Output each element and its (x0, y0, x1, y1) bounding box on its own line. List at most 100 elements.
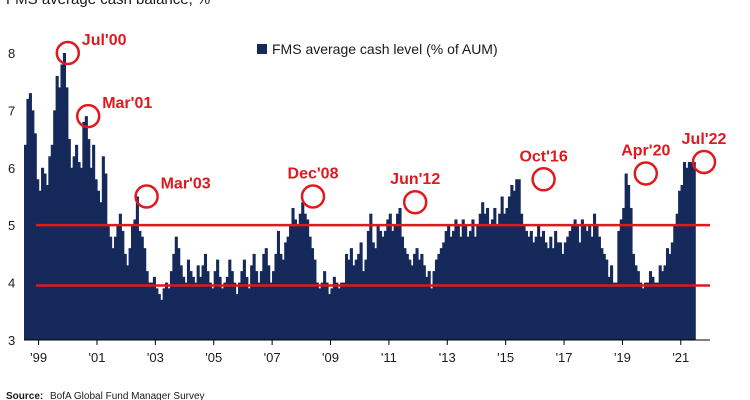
bar (403, 248, 407, 340)
bar (272, 271, 276, 340)
bar (393, 225, 397, 340)
bar (145, 271, 149, 340)
bar (354, 259, 358, 340)
bar (92, 144, 96, 340)
bar (644, 282, 648, 340)
bar (274, 253, 278, 340)
bar (532, 242, 536, 340)
bar (566, 236, 570, 340)
bar (639, 282, 643, 340)
bar (344, 253, 349, 340)
bar (235, 294, 239, 340)
bar (70, 167, 74, 340)
bar (420, 253, 424, 340)
bar (306, 219, 310, 340)
bar (546, 248, 550, 340)
bar (262, 253, 266, 340)
bar (152, 276, 156, 340)
bar (325, 282, 329, 340)
x-tick-label: '15 (497, 350, 514, 365)
bar (291, 207, 295, 340)
bar (563, 242, 567, 340)
bar (631, 253, 635, 340)
bar (517, 179, 521, 340)
bar (150, 282, 154, 340)
bar (245, 276, 249, 340)
legend-swatch (257, 44, 267, 54)
bar (371, 242, 375, 340)
bar (228, 259, 232, 340)
bar (483, 213, 487, 340)
bar (225, 276, 229, 340)
bar (490, 219, 494, 340)
x-tick-label: '07 (264, 350, 281, 365)
bar (588, 225, 592, 340)
bar (413, 253, 417, 340)
bar (208, 282, 212, 340)
bar (242, 259, 246, 340)
bar (257, 282, 261, 340)
x-tick-label: '05 (205, 350, 222, 365)
bar (216, 259, 220, 340)
bar (473, 236, 477, 340)
annotation-label: Jun'12 (390, 171, 440, 188)
bar (157, 294, 161, 340)
bar (682, 162, 687, 340)
bar (347, 259, 351, 340)
bar (79, 167, 84, 340)
bar (610, 265, 614, 340)
bar (432, 271, 436, 340)
bar (342, 282, 346, 340)
bar (165, 282, 169, 340)
bar (218, 276, 222, 340)
bar (417, 259, 422, 340)
bar (106, 225, 110, 340)
bar (267, 265, 271, 340)
bar (364, 259, 368, 340)
bar (135, 196, 139, 340)
bar (130, 225, 135, 340)
bar (434, 259, 439, 340)
bar (665, 248, 670, 340)
annotation-circle (531, 167, 556, 192)
reference-lines (36, 223, 710, 287)
bar (111, 248, 115, 340)
bar (663, 265, 667, 340)
bar (437, 253, 441, 340)
bar (515, 179, 519, 340)
bar (116, 225, 120, 340)
bar (675, 213, 679, 340)
bar (648, 271, 653, 340)
bar (520, 213, 524, 340)
bar (36, 179, 40, 340)
bar (478, 213, 482, 340)
annotation-label: Mar'03 (161, 176, 211, 193)
bar (255, 271, 259, 340)
source-label: Source: (6, 391, 43, 400)
bar (549, 236, 553, 340)
y-tick-label: 5 (8, 218, 15, 233)
bar (408, 259, 412, 340)
bar (544, 242, 548, 340)
bar (189, 271, 193, 340)
x-tick-label: '17 (556, 350, 573, 365)
y-tick-label: 8 (8, 46, 15, 61)
bar (653, 282, 657, 340)
bar (318, 288, 322, 340)
bar (60, 64, 64, 340)
bar (94, 179, 98, 340)
legend-label: FMS average cash level (% of AUM) (272, 41, 498, 57)
bar (456, 225, 460, 340)
bar (186, 259, 191, 340)
x-tick-label: '01 (89, 350, 106, 365)
bar (466, 236, 470, 340)
annotation-label: Oct'16 (519, 148, 567, 165)
bar (279, 253, 283, 340)
bar (113, 236, 118, 340)
x-tick-label: '13 (439, 350, 456, 365)
bar (527, 236, 531, 340)
bar (41, 167, 45, 340)
annotation-label: Jul'00 (82, 32, 127, 49)
bar (673, 225, 677, 340)
bar (167, 288, 171, 340)
